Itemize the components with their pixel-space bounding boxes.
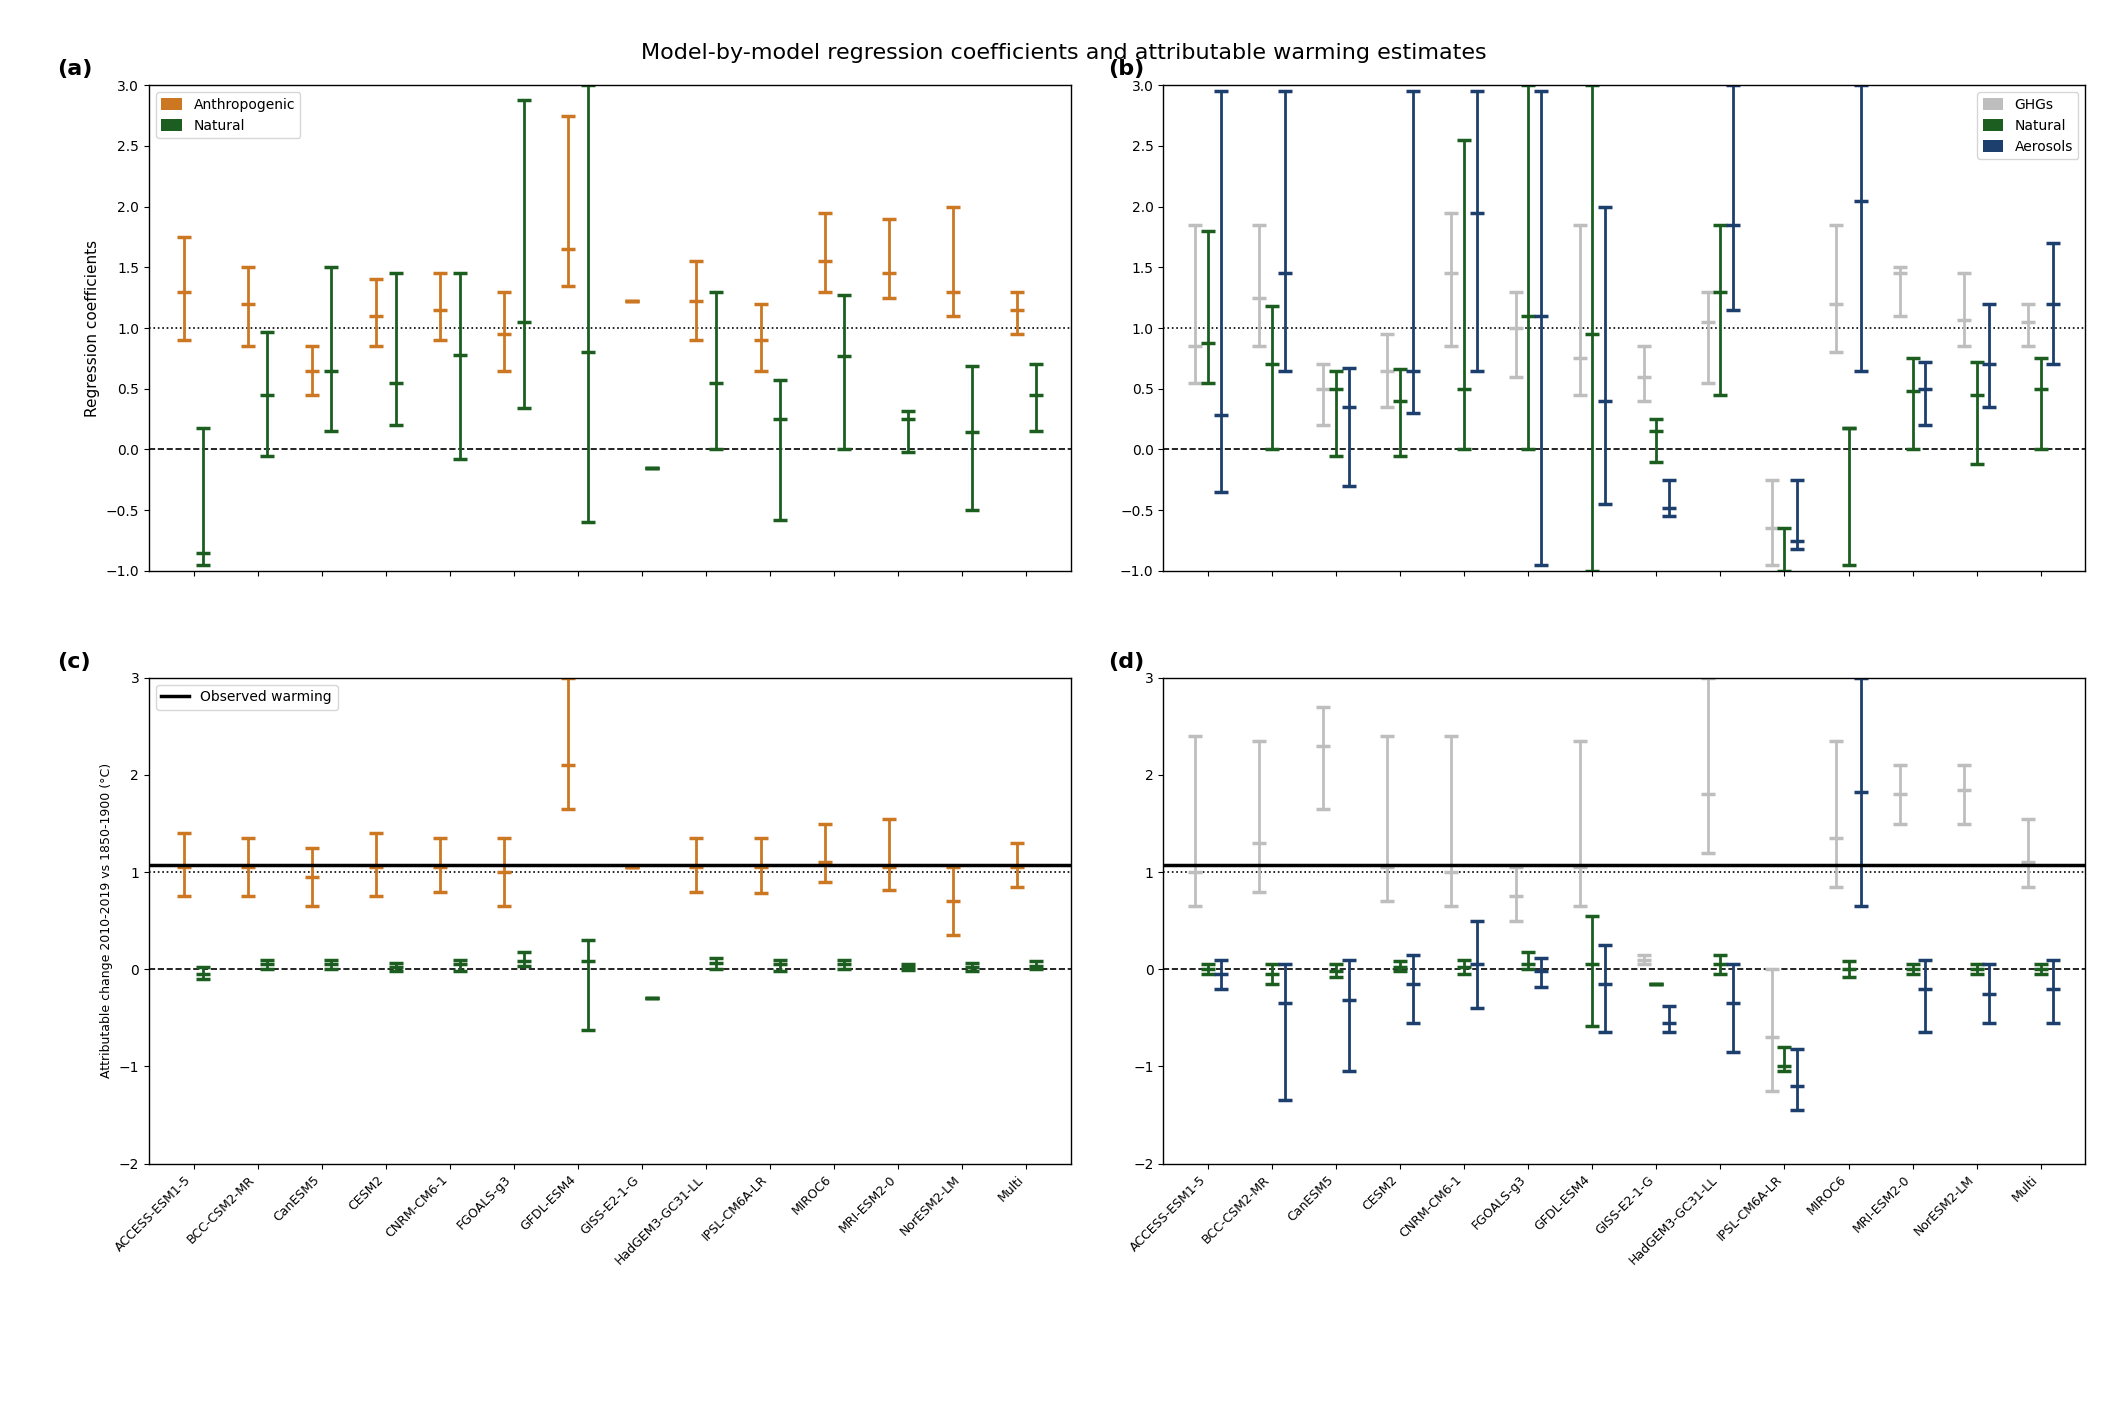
Text: (a): (a): [57, 60, 92, 79]
Text: Model-by-model regression coefficients and attributable warming estimates: Model-by-model regression coefficients a…: [641, 43, 1487, 62]
Legend: Observed warming: Observed warming: [155, 685, 338, 710]
Y-axis label: Regression coefficients: Regression coefficients: [85, 240, 100, 417]
Text: (c): (c): [57, 653, 89, 673]
Text: (b): (b): [1109, 60, 1145, 79]
Y-axis label: Attributable change 2010-2019 vs 1850-1900 (°C): Attributable change 2010-2019 vs 1850-19…: [100, 763, 113, 1078]
Legend: GHGs, Natural, Aerosols: GHGs, Natural, Aerosols: [1977, 92, 2079, 159]
Legend: Anthropogenic, Natural: Anthropogenic, Natural: [155, 92, 300, 138]
Text: (d): (d): [1109, 653, 1145, 673]
